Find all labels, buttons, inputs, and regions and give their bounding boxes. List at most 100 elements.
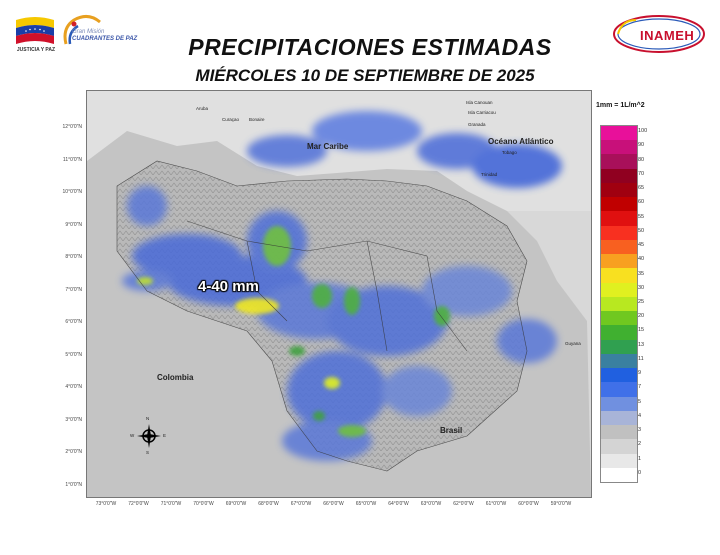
map-canvas: [87, 91, 591, 497]
legend-label: 65: [638, 185, 645, 192]
label-colombia: Colombia: [157, 373, 194, 382]
label-grenada: Granada: [468, 122, 486, 127]
compass-rose: [137, 424, 161, 448]
legend-swatch: [601, 211, 637, 226]
lon-tick: 73°0'0"W: [95, 501, 117, 507]
legend-label: 4: [638, 412, 642, 419]
legend-swatch: [601, 339, 637, 354]
compass-s: S: [146, 450, 150, 455]
legend-label: 80: [638, 156, 645, 163]
legend-unit: 1mm = 1L/m^2: [596, 102, 645, 109]
lat-tick: 5°0'0"N: [65, 351, 82, 358]
label-oceano-atlantico: Océano Atlántico: [488, 137, 554, 146]
legend-label: 60: [638, 199, 645, 206]
precipitation-map: [86, 90, 592, 498]
legend-label: 7: [638, 384, 642, 391]
page-subtitle: MIÉRCOLES 10 DE SEPTIEMBRE DE 2025: [195, 66, 535, 85]
inameh-logo: [613, 15, 705, 53]
legend-swatch: [601, 453, 637, 468]
lat-tick: 6°0'0"N: [65, 319, 82, 325]
legend-swatch: [601, 325, 637, 340]
lon-tick: 70°0'0"W: [193, 501, 214, 507]
legend-swatch: [601, 410, 637, 426]
legend-swatch: [601, 311, 637, 326]
legend-swatch: [601, 154, 637, 169]
lat-tick: 10°0'0"N: [62, 189, 82, 195]
legend-label: 11: [638, 355, 644, 362]
legend-label: 40: [638, 256, 645, 263]
lon-tick: 63°0'0"W: [420, 501, 442, 507]
legend-label: 0: [638, 469, 642, 476]
label-guyana: Guyana: [565, 341, 581, 346]
legend-swatch: [601, 353, 637, 369]
lat-tick: 4°0'0"N: [65, 384, 82, 390]
lon-tick: 60°0'0"W: [518, 501, 539, 507]
legend-swatch: [601, 439, 637, 454]
mision-cuadrantes-logo: [63, 15, 101, 45]
legend-label: 50: [638, 227, 645, 234]
legend-swatch: [601, 182, 637, 198]
lat-tick: 8°0'0"N: [65, 254, 82, 260]
lon-tick: 68°0'0"W: [258, 501, 279, 507]
precip-legend: [600, 125, 638, 483]
legend-label: 45: [638, 242, 645, 249]
legend-swatch: [601, 282, 637, 297]
legend-swatch: [601, 368, 637, 383]
legend-label: 30: [638, 284, 645, 291]
precip-range-label: 4-40 mm: [198, 278, 259, 295]
mision-line1: Gran Misión: [72, 29, 105, 35]
lat-tick: 3°0'0"N: [65, 416, 82, 423]
legend-label: 13: [638, 341, 645, 348]
lat-tick: 1°0'0"N: [65, 481, 82, 488]
legend-label: 55: [638, 213, 645, 220]
legend-label: 15: [638, 327, 645, 334]
label-trinidad: Trinidad: [481, 172, 498, 177]
lon-tick: 59°0'0"W: [550, 501, 572, 507]
compass-w: W: [130, 433, 135, 438]
lon-tick: 61°0'0"W: [485, 501, 507, 507]
label-tobago: Tobago: [502, 150, 517, 155]
legend-swatch: [601, 225, 637, 240]
label-aruba: Aruba: [196, 106, 209, 111]
lon-tick: 67°0'0"W: [290, 501, 312, 507]
label-carriacou: Isla Carriacou: [468, 110, 496, 115]
legend-label: 90: [638, 142, 645, 149]
justicia-paz-caption: JUSTICIA Y PAZ: [16, 47, 56, 53]
legend-label: 3: [638, 427, 642, 434]
legend-swatch: [601, 126, 637, 141]
lat-tick: 9°0'0"N: [65, 221, 82, 228]
page-title: PRECIPITACIONES ESTIMADAS: [188, 34, 552, 60]
legend-label: 5: [638, 398, 642, 405]
lon-tick: 62°0'0"W: [453, 501, 474, 507]
inameh-wordmark: INAMEH: [640, 28, 695, 43]
label-mar-caribe: Mar Caribe: [307, 142, 349, 151]
lat-tick: 7°0'0"N: [65, 286, 82, 293]
lat-tick: 2°0'0"N: [65, 449, 82, 455]
lon-tick: 69°0'0"W: [225, 501, 247, 507]
legend-swatch: [601, 140, 637, 155]
legend-label: 9: [638, 370, 642, 377]
legend-swatch: [601, 254, 637, 269]
lon-tick: 71°0'0"W: [160, 501, 182, 507]
label-canouan: Isla Canouan: [466, 100, 493, 105]
legend-swatch: [601, 268, 637, 283]
legend-swatch: [601, 168, 637, 183]
legend-swatch: [601, 425, 637, 440]
lon-tick: 64°0'0"W: [388, 501, 409, 507]
legend-swatch: [601, 467, 637, 482]
legend-label: 2: [638, 441, 642, 448]
legend-label: 25: [638, 299, 645, 305]
label-bonaire: Bonaire: [249, 117, 265, 122]
label-curacao: Curaçao: [222, 117, 240, 122]
lon-tick: 72°0'0"W: [128, 501, 149, 507]
legend-swatch: [601, 296, 637, 312]
label-brasil: Brasil: [440, 426, 463, 435]
compass-e: E: [163, 433, 167, 438]
legend-label: 70: [638, 170, 645, 177]
mision-line2: CUADRANTES DE PAZ: [72, 36, 138, 42]
venezuela-flag-logo: [16, 17, 54, 44]
legend-label: 1: [638, 455, 642, 462]
legend-swatch: [601, 197, 637, 212]
legend-label: 20: [638, 313, 645, 320]
legend-swatch: [601, 396, 637, 411]
